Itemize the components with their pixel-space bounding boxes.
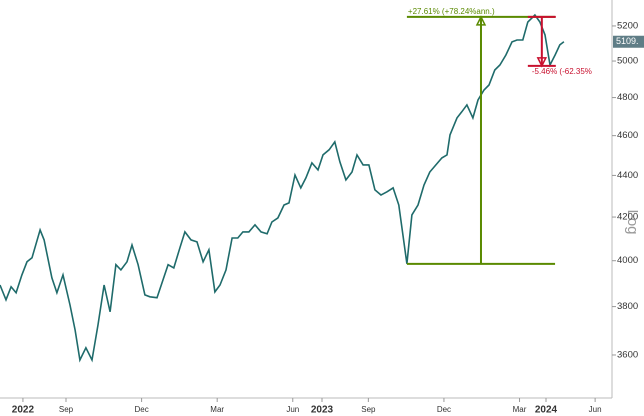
measure-label: -5.46% (-62.35% [532, 67, 592, 76]
y-tick-label: 4800 [617, 92, 638, 103]
x-tick-label: Jun [589, 405, 602, 414]
y-tick-label: 4200 [617, 212, 638, 223]
y-tick-label: 3800 [617, 301, 638, 312]
y-tick-label: 5000 [617, 56, 638, 67]
x-tick-label: Dec [437, 405, 451, 414]
x-tick-label: Sep [59, 405, 74, 414]
x-tick-label: Sep [361, 405, 376, 414]
arrow-head [536, 57, 548, 68]
price-line [0, 13, 565, 363]
x-tick-label: Jun [286, 405, 299, 414]
y-tick-label: 5200 [617, 20, 638, 31]
y-tick-label: 4000 [617, 255, 638, 266]
scale-label: Log [624, 209, 641, 234]
measure-label: +27.61% (+78.24%ann.) [408, 7, 495, 16]
y-tick-label: 4600 [617, 130, 638, 141]
plot-area: +27.61% (+78.24%ann.) -5.46% (-62.35% [0, 7, 592, 363]
y-tick-label: 3600 [617, 349, 638, 360]
x-tick-label: Mar [513, 405, 527, 414]
x-tick-label: 2023 [311, 405, 334, 416]
arrow-head [475, 15, 487, 26]
price-tag [613, 35, 644, 48]
price-tag-label: 5109. [616, 36, 639, 46]
y-tick-label: 4400 [617, 170, 638, 181]
x-tick-label: Mar [210, 405, 224, 414]
x-tick-label: 2022 [12, 405, 35, 416]
x-tick-label: 2024 [535, 405, 558, 416]
x-tick-label: Dec [134, 405, 148, 414]
